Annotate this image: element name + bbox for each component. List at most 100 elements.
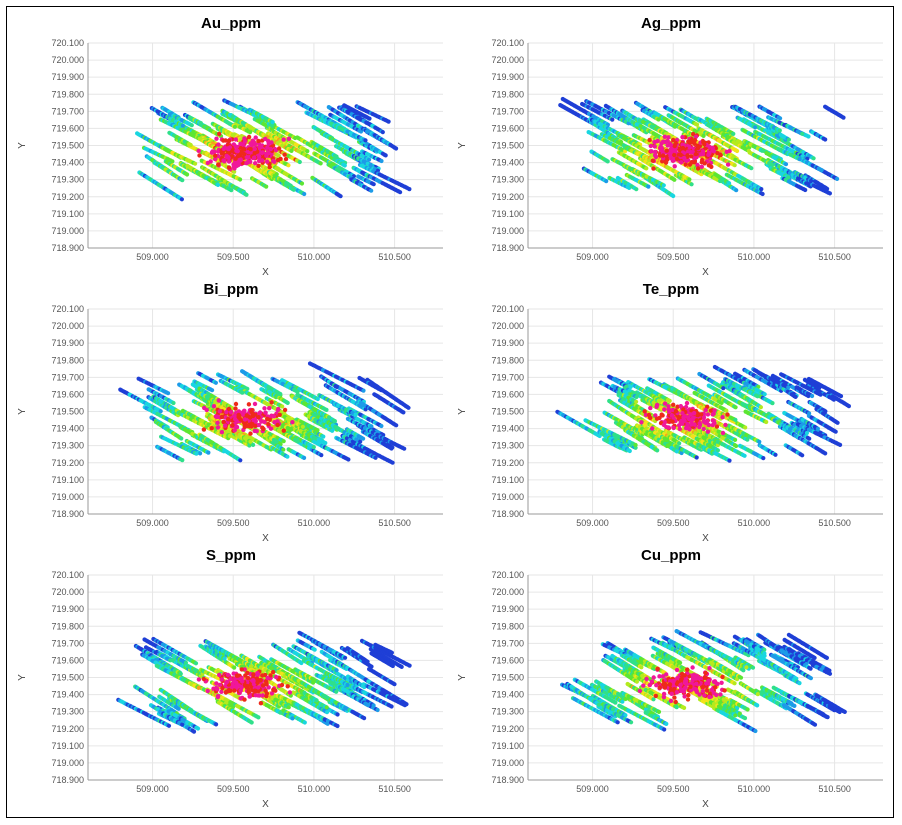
data-point bbox=[407, 187, 412, 192]
data-point bbox=[653, 154, 659, 160]
data-point bbox=[679, 160, 684, 165]
y-tick-label: 719.000 bbox=[51, 226, 84, 236]
data-point bbox=[732, 163, 737, 168]
data-point bbox=[809, 178, 814, 183]
y-tick-label: 719.100 bbox=[51, 475, 84, 485]
data-point bbox=[683, 162, 688, 167]
data-point bbox=[835, 176, 840, 181]
data-point bbox=[394, 146, 399, 151]
data-point bbox=[760, 191, 765, 197]
data-point bbox=[233, 156, 238, 161]
data-point bbox=[234, 144, 239, 150]
x-tick-label: 509.500 bbox=[217, 518, 250, 528]
x-axis-label: X bbox=[262, 267, 269, 278]
data-point bbox=[368, 163, 373, 168]
data-point bbox=[827, 191, 832, 196]
data-point bbox=[226, 159, 232, 164]
data-point bbox=[302, 191, 307, 197]
data-point bbox=[257, 145, 262, 150]
data-point bbox=[770, 162, 775, 167]
data-point bbox=[703, 146, 708, 151]
data-point bbox=[718, 152, 723, 158]
data-point bbox=[245, 386, 250, 391]
data-point bbox=[649, 149, 654, 154]
x-axis-label: X bbox=[702, 267, 709, 278]
data-point bbox=[267, 164, 272, 170]
data-point bbox=[221, 158, 226, 163]
data-point bbox=[189, 123, 194, 128]
data-point bbox=[232, 169, 237, 174]
y-tick-label: 719.200 bbox=[51, 458, 84, 468]
data-point bbox=[786, 137, 791, 142]
data-point bbox=[725, 162, 731, 167]
data-point bbox=[656, 117, 661, 122]
data-point bbox=[693, 134, 699, 139]
data-point bbox=[689, 154, 694, 159]
data-point bbox=[270, 120, 275, 125]
data-point bbox=[662, 134, 667, 139]
data-point bbox=[707, 150, 712, 156]
data-point bbox=[800, 131, 805, 136]
x-axis-label: X bbox=[262, 533, 269, 544]
x-tick-label: 509.500 bbox=[217, 252, 250, 262]
drillhole-points bbox=[118, 361, 411, 465]
data-point bbox=[214, 136, 219, 141]
drillhole-points bbox=[135, 98, 412, 202]
y-tick-label: 719.500 bbox=[51, 141, 84, 151]
data-point bbox=[334, 154, 339, 159]
data-point bbox=[694, 122, 700, 127]
data-point bbox=[804, 181, 809, 186]
data-point bbox=[699, 164, 704, 169]
data-point bbox=[217, 131, 222, 137]
data-point bbox=[266, 138, 271, 144]
chart-title: Bi_ppm bbox=[203, 281, 259, 298]
data-point bbox=[672, 164, 677, 169]
data-point bbox=[674, 156, 680, 161]
data-point bbox=[188, 142, 193, 148]
x-tick-label: 510.500 bbox=[378, 252, 411, 262]
y-axis-label: Y bbox=[17, 408, 28, 415]
data-point bbox=[634, 122, 639, 127]
y-tick-label: 719.600 bbox=[491, 123, 524, 133]
x-tick-label: 509.000 bbox=[136, 252, 169, 262]
data-point bbox=[238, 141, 243, 146]
y-tick-label: 720.000 bbox=[51, 321, 84, 331]
y-tick-label: 719.900 bbox=[51, 72, 84, 82]
data-point bbox=[373, 125, 378, 130]
data-point bbox=[367, 157, 372, 162]
data-point bbox=[803, 187, 808, 193]
data-point bbox=[281, 137, 286, 142]
x-tick-label: 510.000 bbox=[738, 252, 771, 262]
data-point bbox=[687, 162, 693, 167]
data-point bbox=[293, 135, 298, 141]
data-point bbox=[701, 133, 706, 138]
data-point bbox=[777, 128, 782, 133]
data-point bbox=[634, 187, 639, 192]
y-tick-label: 719.300 bbox=[491, 175, 524, 185]
data-point bbox=[659, 141, 664, 146]
data-point bbox=[823, 137, 828, 142]
data-point bbox=[216, 162, 221, 167]
data-point bbox=[841, 115, 846, 120]
data-point bbox=[342, 163, 347, 168]
data-point bbox=[367, 116, 372, 121]
data-point bbox=[269, 140, 274, 145]
y-tick-label: 719.000 bbox=[51, 492, 84, 502]
y-tick-label: 719.400 bbox=[51, 158, 84, 168]
data-point bbox=[673, 148, 678, 154]
x-tick-label: 510.500 bbox=[378, 518, 411, 528]
data-point bbox=[239, 150, 245, 156]
y-tick-label: 719.100 bbox=[51, 209, 84, 219]
data-point bbox=[692, 138, 698, 143]
data-point bbox=[778, 116, 783, 121]
y-tick-label: 719.300 bbox=[51, 175, 84, 185]
data-point bbox=[644, 166, 649, 171]
chart-title: Au_ppm bbox=[201, 15, 261, 32]
data-point bbox=[170, 159, 175, 164]
y-tick-label: 719.900 bbox=[491, 72, 524, 82]
data-point bbox=[271, 158, 276, 164]
data-point bbox=[678, 152, 683, 158]
data-point bbox=[727, 181, 732, 186]
data-point bbox=[706, 163, 712, 168]
data-point bbox=[663, 160, 669, 165]
